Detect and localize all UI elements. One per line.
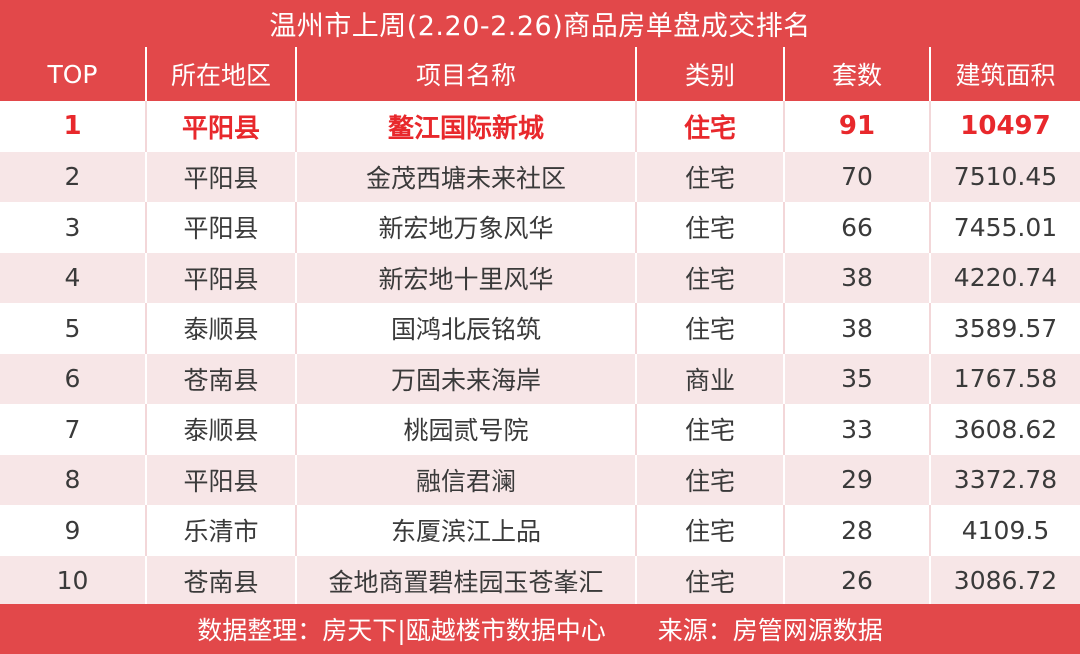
cell-area: 3372.78 bbox=[929, 454, 1080, 505]
cell-area: 7455.01 bbox=[929, 202, 1080, 253]
table-row: 1 平阳县 鳌江国际新城 住宅 91 10497 bbox=[0, 101, 1080, 152]
cell-district: 平阳县 bbox=[145, 151, 296, 202]
column-header-district: 所在地区 bbox=[145, 47, 296, 101]
cell-project: 桃园贰号院 bbox=[295, 404, 636, 455]
cell-type: 住宅 bbox=[635, 151, 784, 202]
ranking-table: TOP 所在地区 项目名称 类别 套数 建筑面积 1 平阳县 鳌江国际新城 住宅 91 1… bbox=[0, 47, 1080, 606]
cell-area: 1767.58 bbox=[929, 353, 1080, 404]
cell-type: 住宅 bbox=[635, 404, 784, 455]
column-header-project: 项目名称 bbox=[295, 47, 636, 101]
table-header: TOP 所在地区 项目名称 类别 套数 建筑面积 bbox=[0, 47, 1080, 101]
cell-district: 乐清市 bbox=[145, 505, 296, 556]
cell-project: 东厦滨江上品 bbox=[295, 505, 636, 556]
table-row: 4 平阳县 新宏地十里风华 住宅 38 4220.74 bbox=[0, 252, 1080, 303]
cell-area: 3608.62 bbox=[929, 404, 1080, 455]
cell-project: 鳌江国际新城 bbox=[295, 101, 636, 152]
header-row: TOP 所在地区 项目名称 类别 套数 建筑面积 bbox=[0, 47, 1080, 101]
cell-rank: 3 bbox=[64, 212, 81, 242]
cell-type: 商业 bbox=[635, 353, 784, 404]
page-title: 温州市上周(2.20-2.26)商品房单盘成交排名 bbox=[0, 0, 1080, 47]
cell-rank: 5 bbox=[64, 313, 81, 343]
table-row: 10 苍南县 金地商置碧桂园玉苍峯汇 住宅 26 3086.72 bbox=[0, 555, 1080, 606]
cell-type: 住宅 bbox=[635, 252, 784, 303]
column-header-top: TOP bbox=[47, 59, 98, 89]
footer-bar: 数据整理：房天下|瓯越楼市数据中心 来源：房管网源数据 bbox=[0, 604, 1080, 654]
table-body: 1 平阳县 鳌江国际新城 住宅 91 10497 2 平阳县 金茂西塘未来社区 住宅 70 7510.… bbox=[0, 101, 1080, 606]
cell-units: 38 bbox=[783, 303, 930, 354]
cell-district: 平阳县 bbox=[145, 454, 296, 505]
cell-type: 住宅 bbox=[635, 303, 784, 354]
cell-rank: 10 bbox=[56, 566, 89, 596]
table-row: 2 平阳县 金茂西塘未来社区 住宅 70 7510.45 bbox=[0, 151, 1080, 202]
table-row: 3 平阳县 新宏地万象风华 住宅 66 7455.01 bbox=[0, 202, 1080, 253]
cell-type: 住宅 bbox=[635, 454, 784, 505]
cell-district: 苍南县 bbox=[145, 555, 296, 606]
cell-rank: 2 bbox=[64, 162, 81, 192]
cell-project: 新宏地十里风华 bbox=[295, 252, 636, 303]
footer-compiler: 数据整理：房天下|瓯越楼市数据中心 bbox=[197, 616, 606, 645]
cell-area: 7510.45 bbox=[929, 151, 1080, 202]
cell-district: 平阳县 bbox=[145, 202, 296, 253]
cell-units: 26 bbox=[783, 555, 930, 606]
table-row: 9 乐清市 东厦滨江上品 住宅 28 4109.5 bbox=[0, 505, 1080, 556]
cell-rank: 1 bbox=[63, 111, 82, 142]
column-header-units: 套数 bbox=[783, 47, 930, 101]
column-header-area: 建筑面积 bbox=[929, 47, 1080, 101]
cell-area: 10497 bbox=[929, 101, 1080, 152]
table-row: 8 平阳县 融信君澜 住宅 29 3372.78 bbox=[0, 454, 1080, 505]
cell-type: 住宅 bbox=[635, 101, 784, 152]
cell-area: 4220.74 bbox=[929, 252, 1080, 303]
cell-project: 金地商置碧桂园玉苍峯汇 bbox=[295, 555, 636, 606]
cell-area: 4109.5 bbox=[929, 505, 1080, 556]
cell-type: 住宅 bbox=[635, 505, 784, 556]
cell-area: 3589.57 bbox=[929, 303, 1080, 354]
cell-area: 3086.72 bbox=[929, 555, 1080, 606]
cell-district: 苍南县 bbox=[145, 353, 296, 404]
cell-units: 28 bbox=[783, 505, 930, 556]
cell-district: 泰顺县 bbox=[145, 303, 296, 354]
cell-rank: 4 bbox=[64, 263, 81, 293]
cell-project: 金茂西塘未来社区 bbox=[295, 151, 636, 202]
cell-units: 38 bbox=[783, 252, 930, 303]
cell-district: 泰顺县 bbox=[145, 404, 296, 455]
cell-units: 33 bbox=[783, 404, 930, 455]
cell-project: 融信君澜 bbox=[295, 454, 636, 505]
cell-project: 国鸿北辰铭筑 bbox=[295, 303, 636, 354]
cell-type: 住宅 bbox=[635, 202, 784, 253]
table-row: 7 泰顺县 桃园贰号院 住宅 33 3608.62 bbox=[0, 404, 1080, 455]
cell-project: 万固未来海岸 bbox=[295, 353, 636, 404]
footer-source: 来源：房管网源数据 bbox=[657, 616, 883, 645]
cell-units: 35 bbox=[783, 353, 930, 404]
cell-rank: 7 bbox=[64, 414, 81, 444]
cell-type: 住宅 bbox=[635, 555, 784, 606]
cell-units: 66 bbox=[783, 202, 930, 253]
column-header-type: 类别 bbox=[635, 47, 784, 101]
cell-district: 平阳县 bbox=[145, 101, 296, 152]
cell-project: 新宏地万象风华 bbox=[295, 202, 636, 253]
table-row: 6 苍南县 万固未来海岸 商业 35 1767.58 bbox=[0, 353, 1080, 404]
cell-units: 91 bbox=[783, 101, 930, 152]
cell-units: 70 bbox=[783, 151, 930, 202]
cell-rank: 9 bbox=[64, 515, 81, 545]
table-row: 5 泰顺县 国鸿北辰铭筑 住宅 38 3589.57 bbox=[0, 303, 1080, 354]
cell-units: 29 bbox=[783, 454, 930, 505]
cell-rank: 8 bbox=[64, 465, 81, 495]
cell-rank: 6 bbox=[64, 364, 81, 394]
cell-district: 平阳县 bbox=[145, 252, 296, 303]
